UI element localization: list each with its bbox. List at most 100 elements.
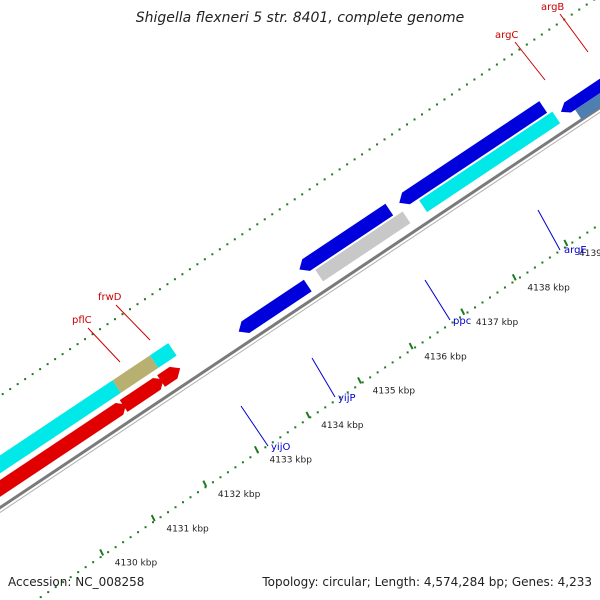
tick-track-inner <box>114 546 117 549</box>
scale-tick <box>563 239 569 247</box>
tick-track-outer <box>510 53 513 56</box>
tick-track-outer <box>69 348 72 351</box>
scale-label: 4139 kbp <box>579 249 600 259</box>
genome-backbone-inner <box>0 111 600 514</box>
tick-track-inner <box>286 431 289 434</box>
tick-track-outer <box>503 58 506 61</box>
gene-blue-1 <box>299 203 394 271</box>
tick-track-outer <box>308 188 311 191</box>
tick-track-outer <box>518 48 521 51</box>
scale-tick <box>202 480 208 488</box>
tick-track-inner <box>563 246 566 249</box>
accession-text: Accession: NC_008258 <box>8 575 145 589</box>
tick-track-inner <box>144 526 147 529</box>
tick-track-inner <box>339 396 342 399</box>
tick-track-outer <box>495 63 498 66</box>
tick-track-outer <box>338 168 341 171</box>
tick-track-inner <box>354 386 357 389</box>
tick-track-inner <box>331 401 334 404</box>
tick-track-inner <box>571 241 574 244</box>
tick-track-outer <box>256 223 259 226</box>
tick-track-outer <box>31 373 34 376</box>
tick-track-inner <box>324 406 327 409</box>
tick-track-outer <box>391 133 394 136</box>
gene-red-1 <box>0 402 127 497</box>
tick-track-outer <box>76 343 79 346</box>
tick-track-inner <box>129 536 132 539</box>
tick-track-inner <box>264 446 267 449</box>
gene-blue-yijO <box>238 279 312 334</box>
tick-track-outer <box>593 0 596 1</box>
tick-track-outer <box>39 368 42 371</box>
tick-track-inner <box>137 531 140 534</box>
tick-track-outer <box>465 83 468 86</box>
gene-blue-argE <box>560 78 600 113</box>
tick-track-inner <box>234 466 237 469</box>
tick-track-outer <box>316 183 319 186</box>
tick-track-inner <box>122 541 125 544</box>
tick-track-outer <box>121 313 124 316</box>
tick-track-outer <box>533 38 536 41</box>
tick-track-outer <box>151 293 154 296</box>
tick-track-inner <box>429 336 432 339</box>
tick-track-inner <box>47 591 50 594</box>
tick-track-outer <box>458 88 461 91</box>
tick-track-outer <box>99 328 102 331</box>
tick-track-inner <box>107 551 110 554</box>
tick-track-outer <box>413 118 416 121</box>
tick-track-inner <box>39 596 42 599</box>
tick-track-outer <box>271 213 274 216</box>
tick-track-inner <box>526 271 529 274</box>
tick-track-inner <box>444 326 447 329</box>
tick-track-outer <box>398 128 401 131</box>
tick-track-inner <box>226 471 229 474</box>
tick-track-inner <box>294 426 297 429</box>
tick-track-outer <box>443 98 446 101</box>
genome-summary-text: Topology: circular; Length: 4,574,284 bp… <box>262 575 592 589</box>
scale-tick <box>150 514 156 522</box>
tick-track-outer <box>368 148 371 151</box>
gene-leader-line <box>537 209 561 251</box>
tick-track-outer <box>173 278 176 281</box>
gene-label-argE: argE <box>564 245 587 256</box>
tick-track-outer <box>480 73 483 76</box>
tick-track-outer <box>278 208 281 211</box>
gene-steel-1 <box>575 93 600 120</box>
tick-track-outer <box>286 203 289 206</box>
scale-label: 4132 kbp <box>218 490 261 500</box>
tick-track-outer <box>331 173 334 176</box>
scale-tick <box>408 342 414 350</box>
gene-leader-line <box>514 41 546 81</box>
gene-label-frwD: frwD <box>98 292 122 303</box>
gene-leader-line <box>559 13 589 53</box>
tick-track-outer <box>555 23 558 26</box>
tick-track-outer <box>158 288 161 291</box>
tick-track-outer <box>435 103 438 106</box>
tick-track-inner <box>451 321 454 324</box>
tick-track-inner <box>481 301 484 304</box>
tick-track-inner <box>496 291 499 294</box>
tick-track-inner <box>488 296 491 299</box>
tick-track-inner <box>369 376 372 379</box>
scale-label: 4138 kbp <box>527 284 570 294</box>
tick-track-outer <box>421 113 424 116</box>
tick-track-inner <box>346 391 349 394</box>
tick-track-outer <box>91 333 94 336</box>
tick-track-outer <box>353 158 356 161</box>
tick-track-outer <box>143 298 146 301</box>
scale-label: 4137 kbp <box>476 318 519 328</box>
gene-cyan-ppc <box>419 111 561 213</box>
tick-track-outer <box>361 153 364 156</box>
tick-track-outer <box>114 318 117 321</box>
tick-track-inner <box>518 276 521 279</box>
tick-track-outer <box>9 388 12 391</box>
tick-track-outer <box>46 363 49 366</box>
tick-track-inner <box>541 261 544 264</box>
tick-track-outer <box>226 243 229 246</box>
tick-track-outer <box>16 383 19 386</box>
gene-label-pflC: pflC <box>72 315 92 326</box>
tick-track-outer <box>24 378 27 381</box>
gene-gray-yijP <box>315 211 411 282</box>
scale-label: 4134 kbp <box>321 421 364 431</box>
tick-track-inner <box>361 381 364 384</box>
